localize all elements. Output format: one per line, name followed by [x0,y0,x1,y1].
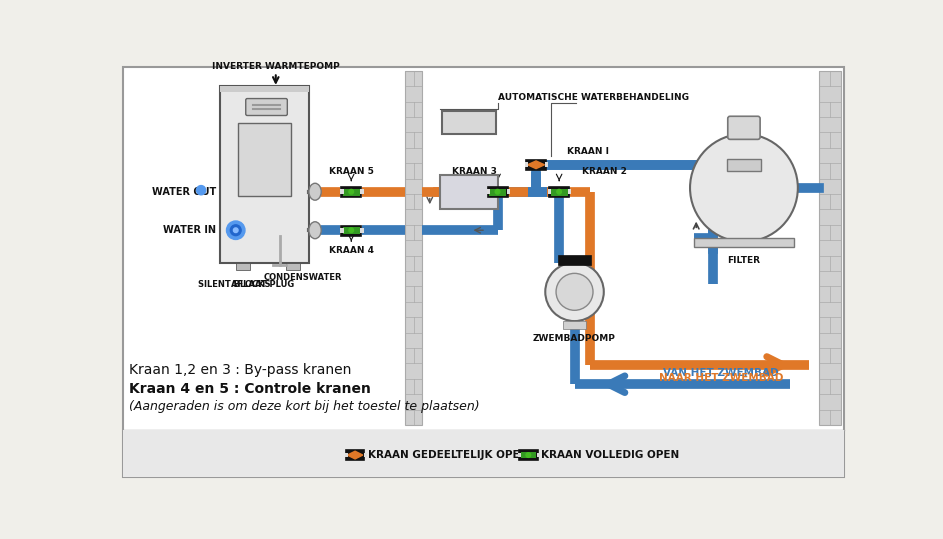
Ellipse shape [309,183,322,200]
Text: WATER OUT: WATER OUT [152,186,217,197]
Bar [694,238,794,247]
Text: KRAAN 3: KRAAN 3 [452,167,497,176]
FancyBboxPatch shape [342,189,359,196]
Text: Kraan 1,2 en 3 : By-pass kranen: Kraan 1,2 en 3 : By-pass kranen [129,363,352,377]
Circle shape [545,262,604,321]
FancyBboxPatch shape [342,227,359,234]
Bar [340,228,343,232]
Bar [563,321,587,329]
FancyBboxPatch shape [549,187,570,197]
Bar [487,189,489,194]
Circle shape [690,134,798,242]
Bar [525,162,528,167]
Circle shape [349,228,354,232]
Bar [236,264,250,270]
Bar [221,86,309,92]
Bar [548,189,552,194]
Text: INVERTER WARMTEPOMP: INVERTER WARMTEPOMP [212,62,339,71]
Text: KRAAN 4: KRAAN 4 [329,246,373,254]
FancyBboxPatch shape [728,116,760,140]
Bar [506,189,510,194]
FancyBboxPatch shape [346,451,364,460]
Text: NAAR HET ZWEMBAD: NAAR HET ZWEMBAD [658,372,783,383]
Bar [286,264,300,270]
Circle shape [226,221,245,239]
Ellipse shape [309,222,322,239]
Text: VAN HET ZWEMBAD: VAN HET ZWEMBAD [663,368,779,378]
Bar [345,453,348,458]
Bar [340,189,343,194]
Bar [364,453,367,458]
Circle shape [526,453,531,458]
Text: AUTOMATISCHE WATERBEHANDELING: AUTOMATISCHE WATERBEHANDELING [498,93,688,102]
FancyBboxPatch shape [221,86,309,264]
Circle shape [556,273,593,310]
Text: FILTER: FILTER [727,255,760,265]
Text: KRAAN VOLLEDIG OPEN: KRAAN VOLLEDIG OPEN [541,450,680,460]
Text: KRAAN 2: KRAAN 2 [582,167,627,176]
Bar [360,228,364,232]
Text: KRAAN 5: KRAAN 5 [329,167,373,176]
Polygon shape [527,161,544,169]
FancyBboxPatch shape [519,451,538,460]
Circle shape [349,189,354,194]
Bar [569,189,571,194]
Text: KRAAN I: KRAAN I [567,147,609,156]
Circle shape [230,225,241,236]
Text: SILENT BLOCKS: SILENT BLOCKS [198,280,271,289]
Text: CONDENSWATER: CONDENSWATER [263,273,342,281]
Text: ZWEMBADPOMP: ZWEMBADPOMP [533,334,616,343]
FancyBboxPatch shape [246,99,288,115]
Bar [519,453,521,458]
Bar [405,71,422,425]
Polygon shape [347,451,363,459]
FancyBboxPatch shape [238,123,291,196]
Bar [545,162,548,167]
Bar [557,255,591,265]
Text: KRAAN GEDEELTELIJK OPEN: KRAAN GEDEELTELIJK OPEN [368,450,528,460]
FancyBboxPatch shape [526,160,546,170]
Circle shape [556,189,561,194]
FancyBboxPatch shape [551,189,568,196]
Circle shape [234,228,238,232]
FancyBboxPatch shape [439,175,498,209]
FancyBboxPatch shape [489,189,506,196]
Text: (Aangeraden is om deze kort bij het toestel te plaatsen): (Aangeraden is om deze kort bij het toes… [129,400,480,413]
FancyBboxPatch shape [488,187,507,197]
Circle shape [495,189,500,194]
Text: WATER IN: WATER IN [163,225,217,235]
Text: AFLAAT PLUG: AFLAAT PLUG [231,280,294,289]
FancyBboxPatch shape [341,226,361,236]
FancyBboxPatch shape [123,67,844,478]
FancyBboxPatch shape [727,158,761,171]
Bar [360,189,364,194]
FancyBboxPatch shape [442,111,496,134]
FancyBboxPatch shape [341,187,361,197]
FancyBboxPatch shape [521,452,536,458]
FancyBboxPatch shape [123,430,844,478]
Circle shape [196,185,206,195]
Text: Kraan 4 en 5 : Controle kranen: Kraan 4 en 5 : Controle kranen [129,382,372,396]
Bar [819,71,841,425]
Bar [537,453,540,458]
